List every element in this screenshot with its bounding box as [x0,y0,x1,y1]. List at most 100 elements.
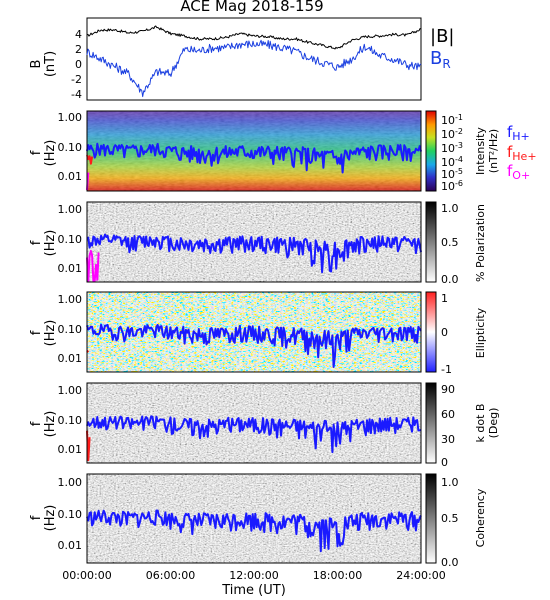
ytick-label: -2 [71,73,82,86]
colorbar-tick: 0 [441,456,448,469]
panel-ellipticity: 1.00 0.10 0.01 f (Hz) 1 0 -1 Ellipticity [29,291,487,376]
psd-yticks: 1.00 0.10 0.01 [58,111,83,183]
colorbar-tick-base: 10 [441,168,455,181]
fh-line [86,415,422,454]
colorbar-tick: 0.5 [441,236,459,249]
colorbar-tick-exp: -3 [455,141,463,150]
ell-colorbar [425,291,437,373]
panel-b-field: 4 2 0 -2 -4 B (nT) |B| BR [29,17,454,101]
panel-polarization: 1.00 0.10 0.01 f (Hz) 1.0 0.5 0.0 % Pola… [29,201,487,286]
series-line-br [86,39,422,98]
ytick-label: 1.00 [58,384,83,397]
kb-yticks: 1.00 0.10 0.01 [58,384,83,456]
coh-frame [86,473,422,564]
ytick-label: 1.00 [58,111,83,124]
ytick-label: -4 [71,88,82,101]
colorbar-tick-exp: -1 [455,113,463,122]
panel-coherency: 1.00 0.10 0.01 f (Hz) 1.0 0.5 0.0 Cohere… [29,473,487,569]
chart-title: ACE Mag 2018-159 [180,0,323,15]
kb-yunit: (Hz) [43,411,58,438]
psd-frame [86,110,422,192]
colorbar-tick-exp: -6 [455,179,463,188]
pol-yunit: (Hz) [43,230,58,257]
legend-fh-name: f [507,123,513,141]
colorbar-tick: 1.0 [441,476,459,489]
panel-b-lines [86,25,422,98]
coh-ylabel: f [29,515,44,520]
colorbar-tick: 10-6 [441,179,463,193]
legend-fhe-name: f [507,143,513,161]
colorbar-tick-base: 10 [441,128,455,141]
legend-fh: fH+ [507,123,530,143]
colorbar-tick: 0.0 [441,556,459,569]
fh-line [86,509,422,553]
xtick-label: 00:00:00 [62,569,111,582]
ytick-label: 0.01 [58,539,83,552]
coh-gyrolines [86,509,422,553]
legend-br: BR [430,48,451,71]
fh-line [86,142,422,174]
ell-colorbar-label: Ellipticity [474,307,487,358]
psd-colorbar [425,110,437,192]
coh-colorbar-label: Coherency [474,488,487,547]
colorbar-tick: 10-1 [441,113,463,127]
colorbar-tick: -1 [441,363,452,376]
pol-ylabel: f [29,240,44,245]
colorbar-tick: 10-5 [441,167,463,181]
fo-line [86,249,100,282]
legend-fo-name: f [507,162,513,180]
kb-ylabel: f [29,421,44,426]
pol-colorbar-label: % Polarization [474,204,487,282]
kb-colorbar [425,382,437,464]
ell-yticks: 1.00 0.10 0.01 [58,293,83,365]
panel-psd: 1.00 0.10 0.01 f (Hz) 10-1 10-2 10-3 10-… [29,110,537,193]
ytick-label: 0 [75,58,82,71]
colorbar-tick: 30 [441,433,455,446]
ell-yunit: (Hz) [43,320,58,347]
ell-ylabel: f [29,330,44,335]
psd-ylabel: f [29,150,44,155]
panel-b-yticks: 4 2 0 -2 -4 [71,28,82,101]
xtick-label: 24:00:00 [396,569,445,582]
legend-br-name: B [430,48,442,69]
colorbar-tick: 1 [441,292,448,305]
ytick-label: 0.10 [58,141,83,154]
ytick-label: 0.10 [58,233,83,246]
psd-colorbar-ticks: 10-1 10-2 10-3 10-4 10-5 10-6 [441,113,463,193]
pol-gyrolines [86,233,422,282]
colorbar-tick-exp: -2 [455,127,463,136]
series-line-btotal [86,25,422,50]
ytick-label: 0.01 [58,352,83,365]
colorbar-tick: 10-2 [441,127,463,141]
legend-fh-sub: H+ [512,130,530,143]
xtick-label: 18:00:00 [313,569,362,582]
pol-colorbar [425,201,437,283]
colorbar-tick-base: 10 [441,114,455,127]
colorbar-tick-base: 10 [441,156,455,169]
legend-fhe: fHe+ [507,143,537,163]
colorbar-tick: 10-4 [441,155,463,169]
panel-b-ylabel: B [29,60,44,69]
ytick-label: 0.10 [58,323,83,336]
ytick-label: 4 [75,28,82,41]
ell-frame [86,291,422,373]
pol-yticks: 1.00 0.10 0.01 [58,203,83,275]
colorbar-tick: 60 [441,408,455,421]
psd-colorbar-label: Intensity [474,127,487,175]
pol-frame [86,201,422,283]
xtick-label: 12:00:00 [229,569,278,582]
ytick-label: 2 [75,43,82,56]
ytick-label: 0.01 [58,170,83,183]
panel-b-frame [86,17,422,101]
fh-line [86,233,422,274]
psd-yunit: (Hz) [43,140,58,167]
colorbar-tick-base: 10 [441,180,455,193]
legend-fo-sub: O+ [512,169,530,182]
legend-br-sub: R [442,57,450,71]
psd-colorbar-unit: (nT²/Hz) [487,129,500,173]
legend-fo: fO+ [507,162,530,182]
ytick-label: 0.10 [58,508,83,521]
ytick-label: 1.00 [58,476,83,489]
fh-line [86,323,422,368]
